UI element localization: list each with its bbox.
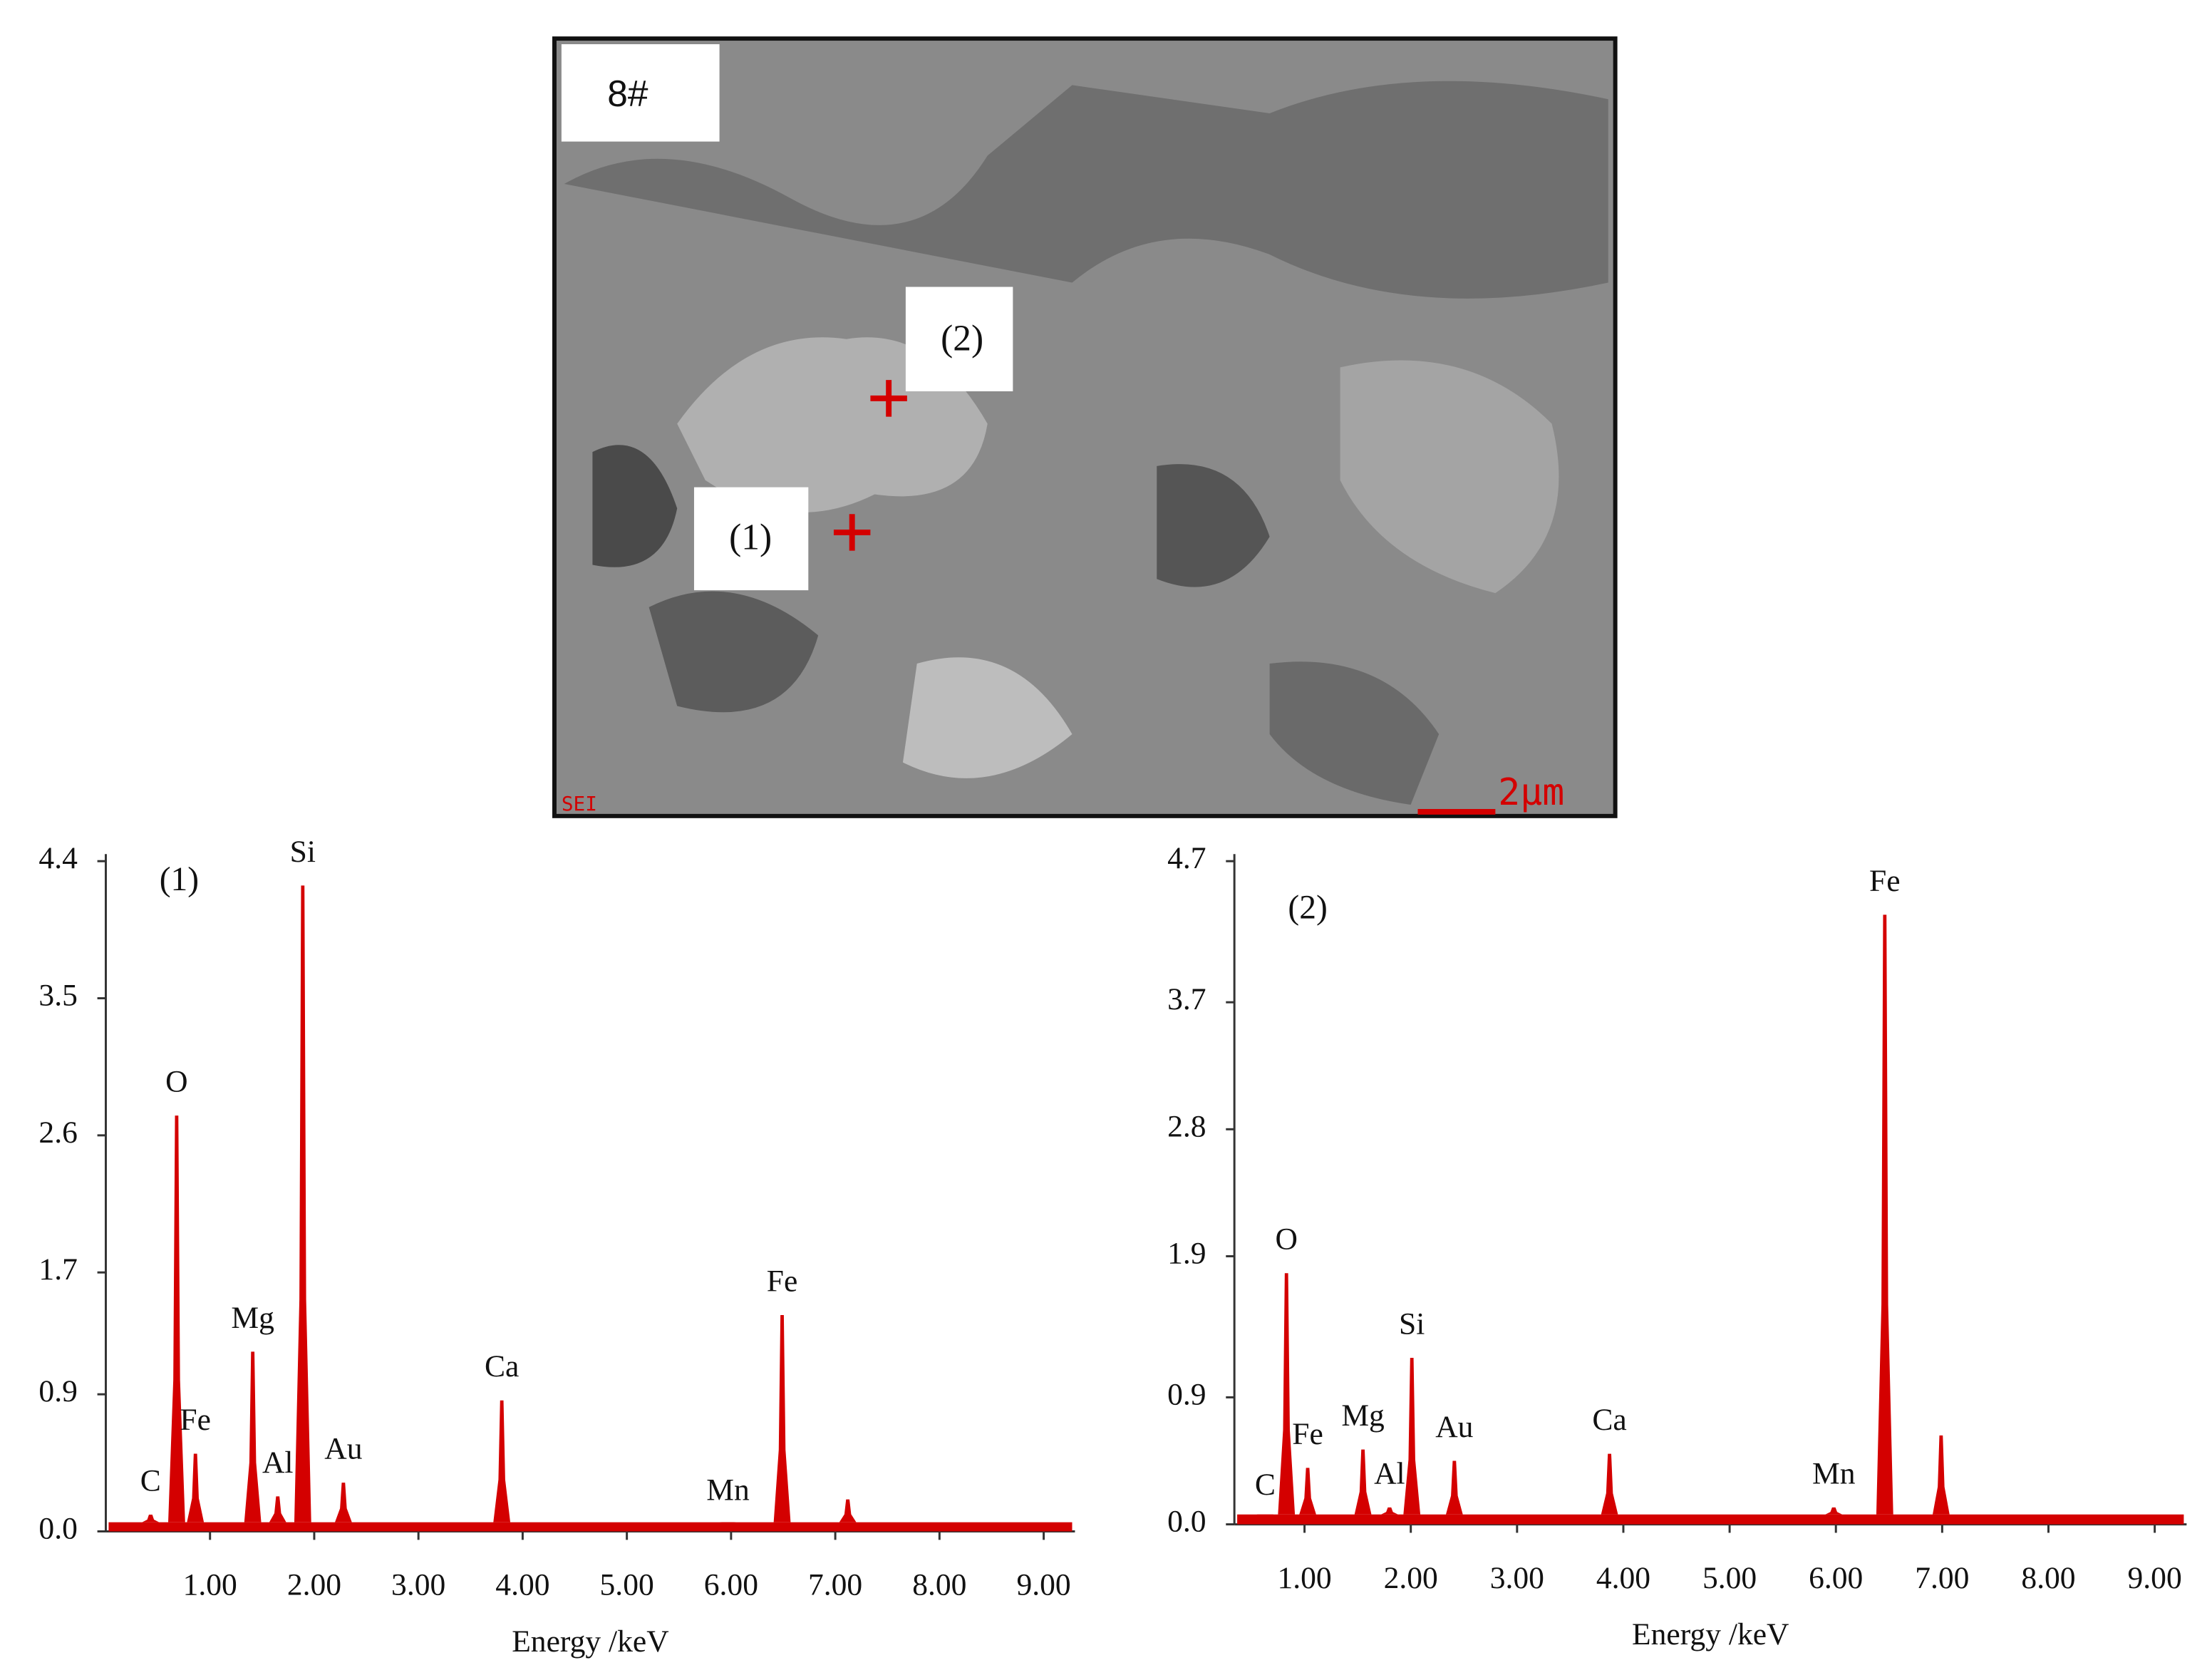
peak-label: Mg (231, 1301, 274, 1335)
background (108, 1522, 1073, 1532)
x-tick-label: 3.00 (391, 1568, 445, 1602)
peak (1278, 1273, 1296, 1515)
x-tick-label: 6.00 (704, 1568, 758, 1602)
peak (493, 1400, 511, 1522)
point-marker (833, 514, 871, 551)
y-tick-label: 3.7 (1167, 982, 1206, 1016)
texture (1340, 360, 1559, 594)
y-tick-label: 3.5 (38, 979, 77, 1013)
peak-label: Si (1399, 1307, 1425, 1341)
y-tick-label: 0.9 (38, 1374, 77, 1408)
x-tick-label: 7.00 (1915, 1561, 1969, 1595)
y-tick-label: 0.0 (38, 1511, 77, 1545)
texture (564, 81, 1608, 299)
background (1237, 1514, 2184, 1525)
x-tick-label: 8.00 (912, 1568, 966, 1602)
peak-label: Fe (1292, 1417, 1323, 1451)
peak-label: O (1275, 1222, 1297, 1257)
x-tick-label: 9.00 (2128, 1561, 2182, 1595)
y-tick-label: 2.8 (1167, 1109, 1206, 1143)
y-tick-label: 0.9 (1167, 1377, 1206, 1411)
peak-label: Ca (485, 1349, 519, 1383)
peak-label: C (1255, 1468, 1276, 1502)
peak (269, 1496, 286, 1522)
label-box (693, 487, 809, 591)
label-box (905, 287, 1013, 391)
peak (1380, 1507, 1398, 1515)
y-tick-label: 1.7 (38, 1252, 77, 1287)
x-tick-label: 6.00 (1809, 1561, 1863, 1595)
y-tick-label: 0.0 (1167, 1505, 1206, 1539)
x-tick-label: 9.00 (1016, 1568, 1070, 1602)
peak (1354, 1449, 1372, 1515)
detector-label: SEI (562, 792, 597, 815)
texture (592, 445, 678, 567)
peak-label: Al (1374, 1456, 1405, 1490)
x-axis-label: Energy /keV (512, 1624, 669, 1659)
peak (1825, 1507, 1843, 1515)
peak-label: C (140, 1463, 161, 1498)
x-tick-label: 4.00 (495, 1568, 549, 1602)
x-axis-label: Energy /keV (1632, 1617, 1789, 1651)
peak (142, 1514, 160, 1522)
x-tick-label: 2.00 (287, 1568, 341, 1602)
scale-bar-label: 2μm (1498, 771, 1564, 814)
peak (1256, 1514, 1274, 1519)
peak-label: Au (1435, 1410, 1473, 1444)
point-label: (1) (729, 517, 772, 558)
x-tick-label: 8.00 (2021, 1561, 2075, 1595)
peak (719, 1522, 737, 1524)
x-tick-label: 5.00 (1702, 1561, 1757, 1595)
peak-label: Al (262, 1445, 294, 1480)
x-tick-label: 2.00 (1384, 1561, 1438, 1595)
peak-label: Mg (1341, 1398, 1385, 1433)
y-tick-label: 2.6 (38, 1115, 77, 1150)
texture (902, 657, 1073, 778)
peak (244, 1351, 262, 1522)
y-tick-label: 4.7 (1167, 841, 1206, 875)
peak (1932, 1435, 1950, 1515)
peak (294, 885, 311, 1522)
peak-label: Fe (180, 1403, 211, 1437)
x-tick-label: 3.00 (1490, 1561, 1544, 1595)
peak (1403, 1358, 1421, 1515)
texture (648, 591, 819, 713)
peak (187, 1453, 205, 1522)
x-tick-label: 7.00 (808, 1568, 862, 1602)
peak (1876, 914, 1893, 1515)
peak-label: Ca (1592, 1403, 1626, 1437)
x-tick-label: 1.00 (1277, 1561, 1331, 1595)
x-tick-label: 5.00 (600, 1568, 654, 1602)
texture (1157, 464, 1270, 587)
sample-label: 8# (607, 73, 648, 114)
point-marker (870, 380, 907, 417)
y-tick-label: 4.4 (38, 841, 78, 875)
peak (1445, 1460, 1463, 1515)
x-tick-label: 4.00 (1596, 1561, 1650, 1595)
peak (839, 1499, 857, 1522)
label-box (561, 44, 720, 142)
point-label: (2) (941, 319, 983, 359)
x-tick-label: 1.00 (183, 1568, 237, 1602)
y-tick-label: 1.9 (1167, 1236, 1206, 1270)
peak (335, 1483, 352, 1522)
micrograph: 8# (2) (1) SEI 2μm (552, 36, 1618, 818)
peak-label: Fe (1869, 864, 1901, 898)
peak-label: O (165, 1065, 187, 1099)
peak (1601, 1453, 1618, 1515)
peak (773, 1315, 791, 1522)
chart-title: (1) (160, 861, 199, 898)
chart-title: (2) (1288, 889, 1327, 926)
peak-label: Mn (1812, 1456, 1856, 1490)
peak-label: Mn (706, 1473, 750, 1507)
peak-label: Au (324, 1432, 362, 1466)
peak (1299, 1468, 1316, 1515)
texture (1269, 661, 1440, 805)
peak (168, 1115, 185, 1522)
peak-label: Si (290, 835, 316, 869)
peak-label: Fe (767, 1264, 798, 1298)
